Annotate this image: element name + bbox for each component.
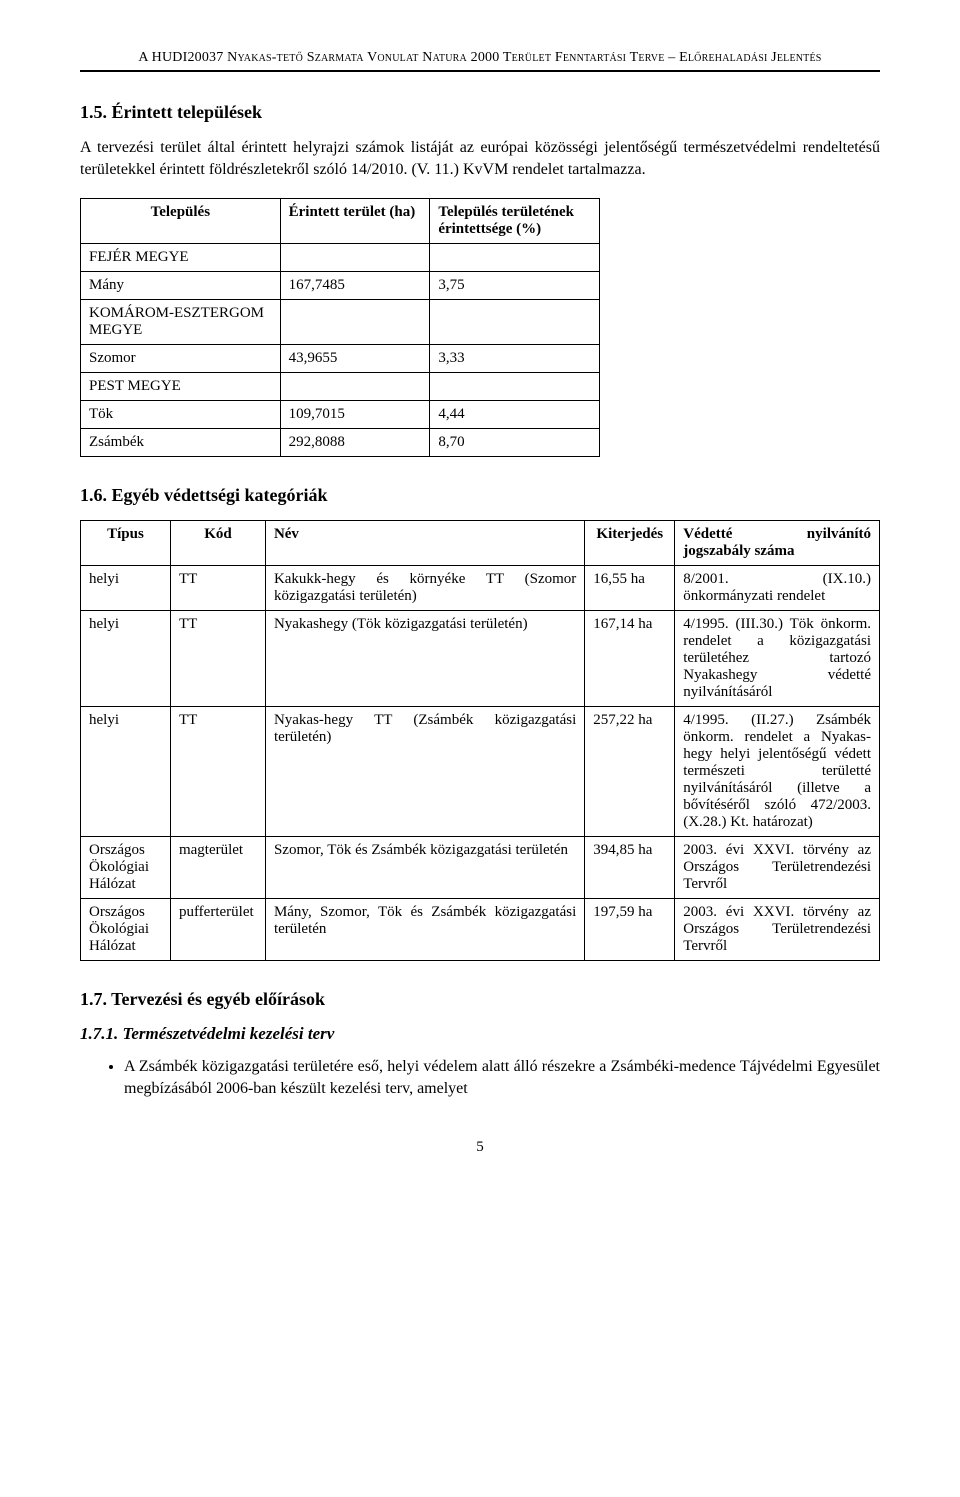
- cell: 2003. évi XXVI. törvény az Országos Terü…: [675, 837, 880, 899]
- table-row: helyiTTNyakashegy (Tök közigazgatási ter…: [81, 611, 880, 707]
- list-item: A Zsámbék közigazgatási területére eső, …: [124, 1056, 880, 1099]
- table-row: Zsámbék292,80888,70: [81, 429, 600, 457]
- cell: [430, 244, 600, 272]
- section-label: PEST MEGYE: [81, 373, 281, 401]
- cell: [280, 373, 430, 401]
- cell: 292,8088: [280, 429, 430, 457]
- col-tipus: Típus: [81, 521, 171, 566]
- table-row: helyiTTKakukk-hegy és környéke TT (Szomo…: [81, 566, 880, 611]
- table-row: helyiTTNyakas-hegy TT (Zsámbék közigazga…: [81, 707, 880, 837]
- cell: 8,70: [430, 429, 600, 457]
- cell: [430, 300, 600, 345]
- cell: [280, 300, 430, 345]
- section-label: FEJÉR MEGYE: [81, 244, 281, 272]
- cell: 394,85 ha: [585, 837, 675, 899]
- table-section-row: PEST MEGYE: [81, 373, 600, 401]
- cell: helyi: [81, 707, 171, 837]
- heading-1-6: 1.6. Egyéb védettségi kategóriák: [80, 485, 880, 506]
- cell: Országos Ökológiai Hálózat: [81, 837, 171, 899]
- cell: 167,14 ha: [585, 611, 675, 707]
- cell: Zsámbék: [81, 429, 281, 457]
- cell: [280, 244, 430, 272]
- col-erintettseg: Település területének érintettsége (%): [430, 199, 600, 244]
- cell: 4,44: [430, 401, 600, 429]
- page: A HUDI20037 Nyakas-tető Szarmata Vonulat…: [0, 0, 960, 1206]
- table-row: Szomor43,96553,33: [81, 345, 600, 373]
- cell: Szomor, Tök és Zsámbék közigazgatási ter…: [265, 837, 584, 899]
- col-telepules: Település: [81, 199, 281, 244]
- bullet-list: A Zsámbék közigazgatási területére eső, …: [80, 1056, 880, 1099]
- cell: 109,7015: [280, 401, 430, 429]
- cell: TT: [170, 611, 265, 707]
- table-row: Országos Ökológiai HálózatmagterületSzom…: [81, 837, 880, 899]
- table-row: Tök109,70154,44: [81, 401, 600, 429]
- cell: 197,59 ha: [585, 899, 675, 961]
- table-protection-categories: Típus Kód Név Kiterjedés Védetté nyilván…: [80, 520, 880, 961]
- table-section-row: KOMÁROM-ESZTERGOM MEGYE: [81, 300, 600, 345]
- page-number: 5: [80, 1139, 880, 1156]
- cell: Tök: [81, 401, 281, 429]
- cell: 8/2001. (IX.10.) önkormányzati rendelet: [675, 566, 880, 611]
- table-header-row: Típus Kód Név Kiterjedés Védetté nyilván…: [81, 521, 880, 566]
- cell: helyi: [81, 611, 171, 707]
- cell: 3,33: [430, 345, 600, 373]
- cell: 167,7485: [280, 272, 430, 300]
- cell: Szomor: [81, 345, 281, 373]
- cell: TT: [170, 707, 265, 837]
- col-jogszabaly: Védetté nyilvánító jogszabály száma: [675, 521, 880, 566]
- col-nev: Név: [265, 521, 584, 566]
- cell: 16,55 ha: [585, 566, 675, 611]
- table-settlements: Település Érintett terület (ha) Települé…: [80, 198, 600, 457]
- table-row: Mány167,74853,75: [81, 272, 600, 300]
- cell: 4/1995. (II.27.) Zsámbék önkorm. rendele…: [675, 707, 880, 837]
- cell: helyi: [81, 566, 171, 611]
- table-row: Országos Ökológiai HálózatpufferterületM…: [81, 899, 880, 961]
- section-label: KOMÁROM-ESZTERGOM MEGYE: [81, 300, 281, 345]
- cell: magterület: [170, 837, 265, 899]
- running-header: A HUDI20037 Nyakas-tető Szarmata Vonulat…: [80, 50, 880, 72]
- cell: Nyakashegy (Tök közigazgatási területén): [265, 611, 584, 707]
- col-kiterjedes: Kiterjedés: [585, 521, 675, 566]
- heading-1-7: 1.7. Tervezési és egyéb előírások: [80, 989, 880, 1010]
- cell: Országos Ökológiai Hálózat: [81, 899, 171, 961]
- cell: Mány, Szomor, Tök és Zsámbék közigazgatá…: [265, 899, 584, 961]
- cell: TT: [170, 566, 265, 611]
- cell: 4/1995. (III.30.) Tök önkorm. rendelet a…: [675, 611, 880, 707]
- cell: 43,9655: [280, 345, 430, 373]
- col-kod: Kód: [170, 521, 265, 566]
- col-terulet-ha: Érintett terület (ha): [280, 199, 430, 244]
- cell: Kakukk-hegy és környéke TT (Szomor közig…: [265, 566, 584, 611]
- cell: 3,75: [430, 272, 600, 300]
- heading-1-7-1: 1.7.1. Természetvédelmi kezelési terv: [80, 1024, 880, 1044]
- cell: 2003. évi XXVI. törvény az Országos Terü…: [675, 899, 880, 961]
- cell: [430, 373, 600, 401]
- cell: pufferterület: [170, 899, 265, 961]
- table-header-row: Település Érintett terület (ha) Települé…: [81, 199, 600, 244]
- cell: 257,22 ha: [585, 707, 675, 837]
- cell: Nyakas-hegy TT (Zsámbék közigazgatási te…: [265, 707, 584, 837]
- table-section-row: FEJÉR MEGYE: [81, 244, 600, 272]
- para-1-5: A tervezési terület által érintett helyr…: [80, 137, 880, 180]
- heading-1-5: 1.5. Érintett települések: [80, 102, 880, 123]
- cell: Mány: [81, 272, 281, 300]
